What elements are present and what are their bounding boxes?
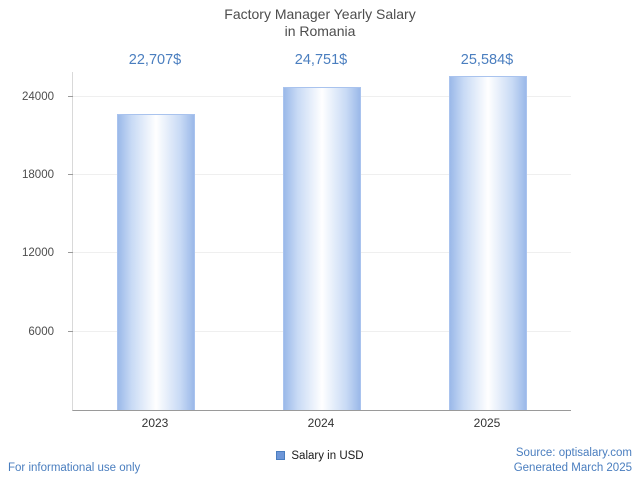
bar-value-labels: 22,707$ 24,751$ 25,584$ [72, 52, 570, 72]
x-tick-label: 2025 [473, 416, 501, 430]
bar-value-label: 25,584$ [460, 52, 514, 68]
source-attribution: Source: optisalary.com Generated March 2… [514, 446, 632, 476]
y-tick-mark [68, 174, 73, 176]
y-tick-mark [68, 95, 73, 97]
source-text: Source: optisalary.com [515, 447, 632, 459]
y-tick-label: 24000 [22, 90, 54, 103]
disclaimer-text: For informational use only [8, 462, 141, 474]
y-tick-mark [68, 252, 73, 254]
x-tick-label: 2023 [141, 416, 169, 430]
bar-value-label: 22,707$ [128, 52, 182, 68]
x-tick-label: 2024 [307, 416, 335, 430]
bar-value-label: 24,751$ [294, 52, 348, 68]
y-tick-label: 12000 [22, 247, 54, 260]
y-tick-label: 6000 [28, 325, 54, 338]
plot-area [68, 72, 571, 411]
y-axis-labels: 6000 12000 18000 24000 [0, 72, 64, 410]
chart-title: Factory Manager Yearly Salary in Romania [0, 6, 640, 40]
legend-label: Salary in USD [291, 450, 364, 462]
legend: Salary in USD [0, 450, 640, 462]
x-axis-labels: 2023 2024 2025 [72, 416, 570, 432]
y-tick-label: 18000 [22, 169, 54, 182]
bar-2023 [117, 113, 195, 410]
chart-title-line1: Factory Manager Yearly Salary [224, 6, 416, 22]
bar-2024 [283, 87, 361, 410]
y-tick-mark [68, 330, 73, 332]
bar-2025 [449, 76, 527, 410]
legend-swatch-icon [276, 451, 286, 460]
chart-title-line2: in Romania [284, 23, 356, 39]
generated-text: Generated March 2025 [513, 462, 632, 474]
